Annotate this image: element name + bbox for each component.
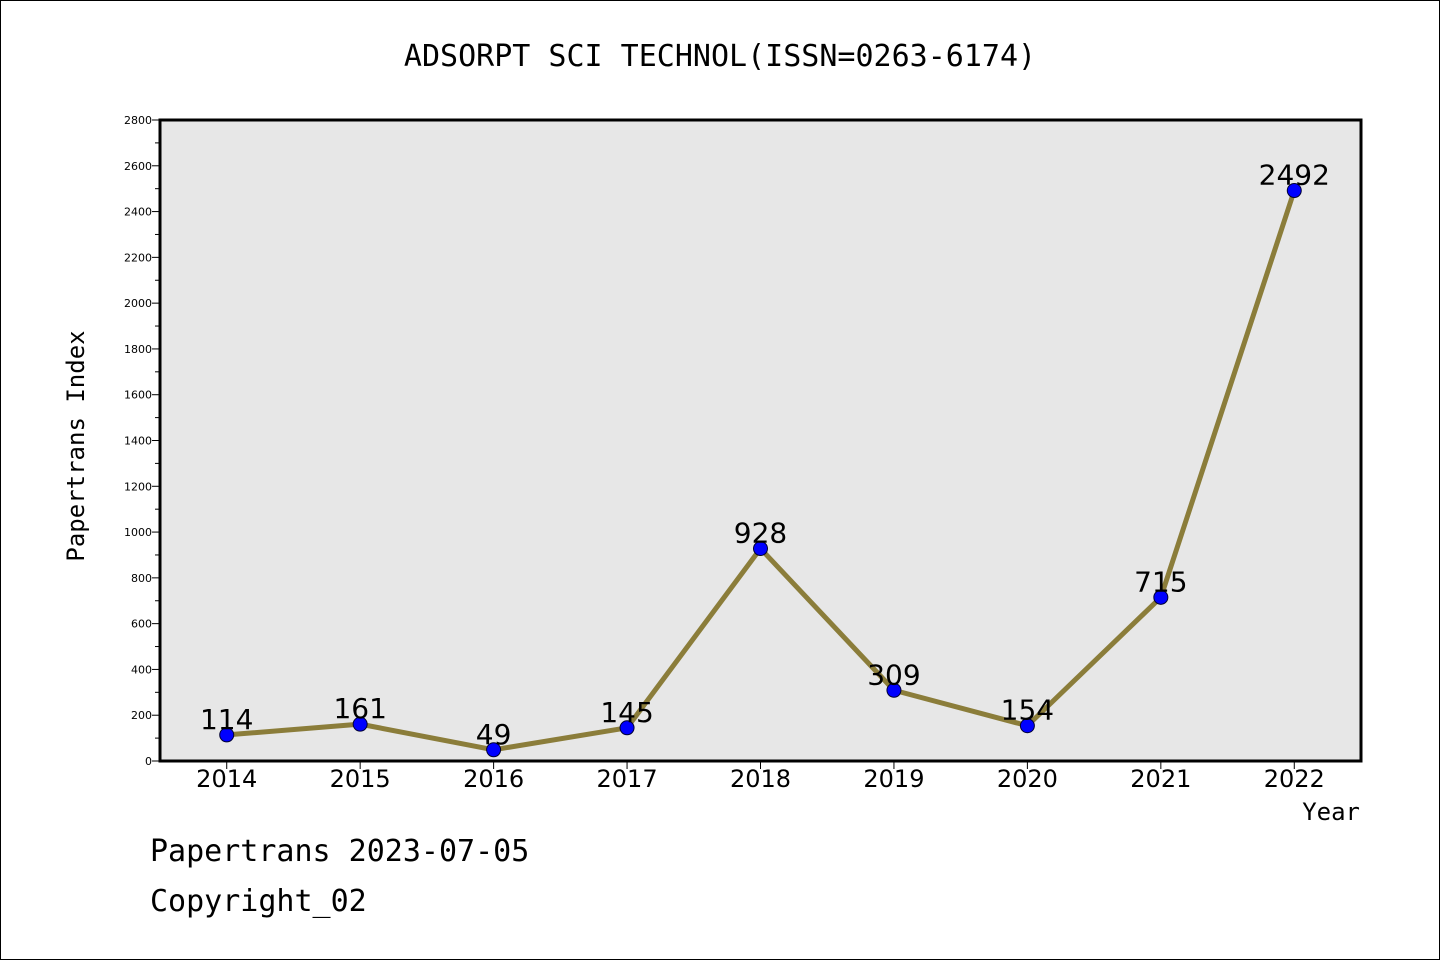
data-point	[352, 716, 368, 732]
data-point	[1153, 589, 1169, 605]
data-label: 145	[600, 696, 653, 729]
y-tick-label: 200	[131, 709, 152, 722]
y-tick-label: 600	[131, 618, 152, 631]
x-tick-label: 2016	[463, 765, 524, 793]
data-labels: 114 161 49 145 928 309 154 715 2492	[200, 159, 1330, 751]
data-label: 928	[734, 517, 787, 550]
footer-copyright: Copyright_02	[150, 884, 367, 919]
y-tick-label: 2800	[124, 114, 152, 127]
data-point	[619, 720, 635, 736]
series-layer	[219, 183, 1302, 758]
data-label: 114	[200, 703, 253, 736]
data-point	[219, 727, 235, 743]
y-tick-label: 2400	[124, 206, 152, 219]
x-axis-label: Year	[1302, 798, 1360, 826]
x-tick-label: 2019	[863, 765, 924, 793]
data-label: 715	[1134, 565, 1187, 598]
x-tick-label: 2022	[1264, 765, 1325, 793]
data-point	[1286, 183, 1302, 199]
x-tick-label: 2014	[196, 765, 257, 793]
data-label: 49	[476, 718, 512, 751]
y-axis-label: Papertrans Index	[62, 330, 90, 561]
y-tick-label: 2000	[124, 297, 152, 310]
y-tick-label: 0	[145, 755, 152, 768]
plot-area	[160, 120, 1361, 761]
chart-title: ADSORPT SCI TECHNOL(ISSN=0263-6174)	[404, 39, 1036, 74]
x-tick-label: 2021	[1130, 765, 1191, 793]
y-tick-label: 800	[131, 572, 152, 585]
y-tick-label: 2200	[124, 251, 152, 264]
x-tick-label: 2018	[730, 765, 791, 793]
y-tick-label: 1600	[124, 389, 152, 402]
y-tick-label: 1200	[124, 480, 152, 493]
y-tick-label: 1400	[124, 435, 152, 448]
data-label: 154	[1001, 694, 1054, 727]
data-point	[753, 541, 768, 557]
x-tick-label: 2015	[330, 765, 391, 793]
data-label: 161	[333, 692, 386, 725]
y-axis-ticks: 0 200 400 600 800 1000 1200 1400 1600 1800 2000 220…	[124, 114, 160, 768]
plot-border	[158, 118, 1363, 763]
data-label: 309	[867, 658, 920, 691]
footer-date: Papertrans 2023-07-05	[150, 834, 530, 869]
data-point	[486, 742, 502, 758]
y-tick-label: 400	[131, 663, 152, 676]
data-point	[1019, 718, 1035, 734]
x-axis-ticks: 2014 2015 2016 2017 2018 2019 2020 2021 2022	[196, 761, 1325, 793]
x-tick-label: 2017	[597, 765, 658, 793]
y-tick-label: 2600	[124, 160, 152, 173]
y-tick-label: 1800	[124, 343, 152, 356]
y-tick-label: 1000	[124, 526, 152, 539]
x-tick-label: 2020	[997, 765, 1058, 793]
data-label: 2492	[1259, 159, 1330, 192]
data-point	[886, 682, 902, 698]
